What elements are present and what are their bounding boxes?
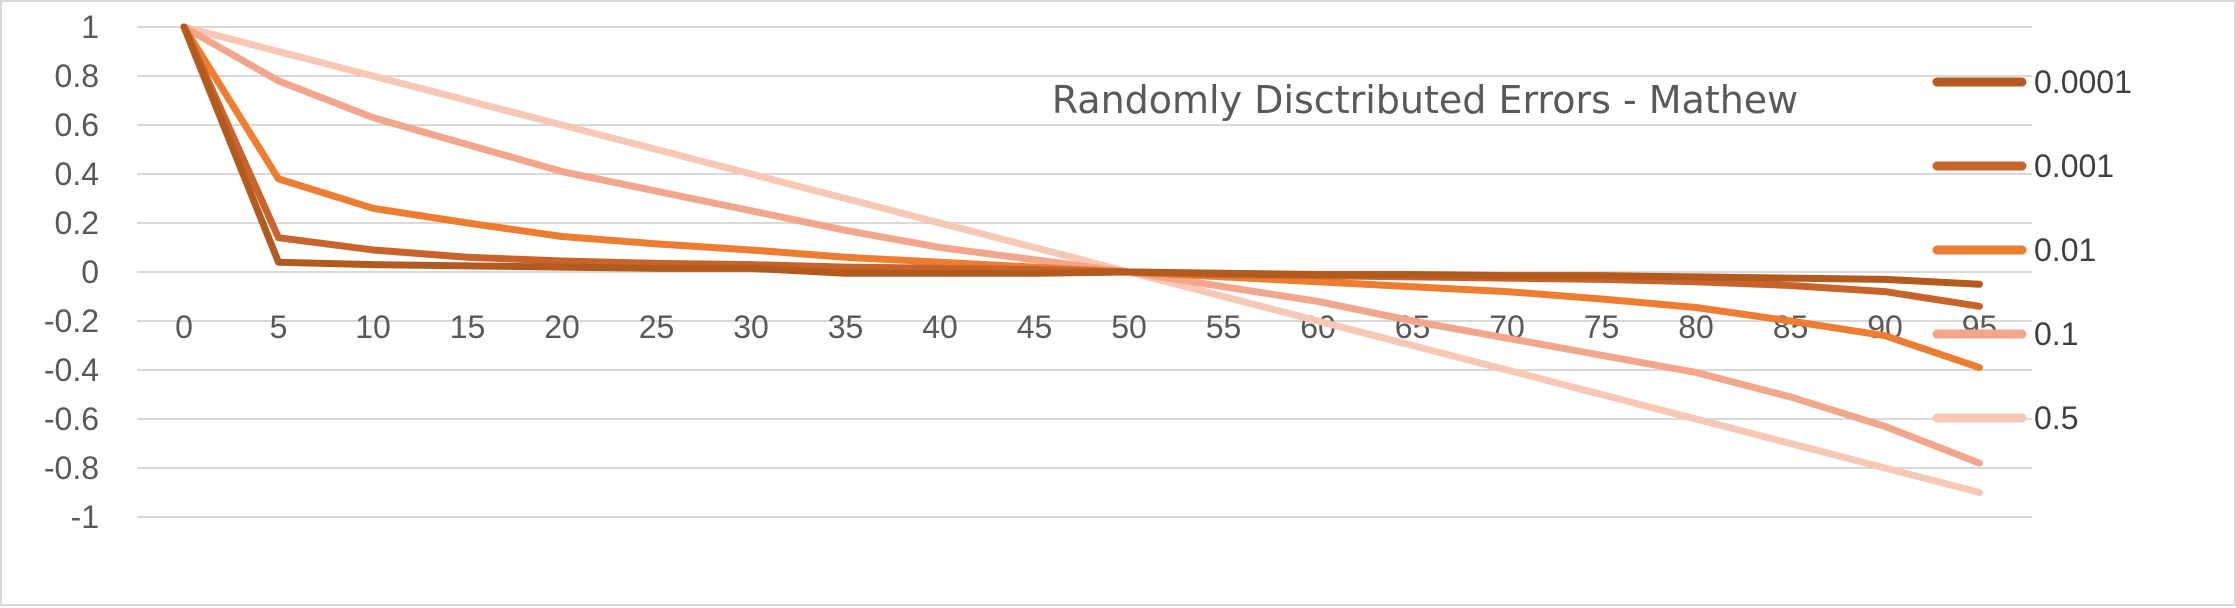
legend-label: 0.0001 <box>2034 64 2132 100</box>
y-tick-label: 0.2 <box>55 205 99 241</box>
y-tick-label: -0.4 <box>44 352 99 388</box>
x-tick-label: 30 <box>733 309 769 345</box>
x-tick-label: 35 <box>828 309 864 345</box>
x-tick-label: 75 <box>1584 309 1620 345</box>
chart-title: Randomly Disctributed Errors - Mathew <box>1052 78 1799 122</box>
legend-label: 0.01 <box>2034 232 2096 268</box>
legend: 0.0001 0.001 0.01 0.1 0.5 <box>1932 64 2132 436</box>
x-tick-label: 15 <box>450 309 486 345</box>
x-tick-label: 95 <box>1962 309 1998 345</box>
x-tick-label: 40 <box>922 309 958 345</box>
x-tick-label: 50 <box>1111 309 1147 345</box>
x-tick-label: 80 <box>1678 309 1714 345</box>
series-line-0.1 <box>180 23 1983 467</box>
series-line-0.0001 <box>180 23 1983 288</box>
x-tick-label: 45 <box>1017 309 1053 345</box>
y-tick-label: -0.2 <box>44 303 99 339</box>
y-tick-label: -0.6 <box>44 401 99 437</box>
series-lines <box>180 23 1983 496</box>
x-tick-label: 0 <box>175 309 193 345</box>
x-tick-label: 55 <box>1206 309 1242 345</box>
x-tick-label: 10 <box>355 309 391 345</box>
x-tick-label: 25 <box>639 309 675 345</box>
y-tick-label: 1 <box>81 9 99 45</box>
legend-label: 0.5 <box>2034 400 2078 436</box>
x-tick-label: 20 <box>544 309 580 345</box>
x-tick-label: 5 <box>270 309 288 345</box>
legend-label: 0.001 <box>2034 148 2114 184</box>
legend-label: 0.1 <box>2034 316 2078 352</box>
series-line-0.5 <box>180 23 1983 496</box>
x-tick-label: 85 <box>1773 309 1809 345</box>
y-tick-label: 0.4 <box>55 156 99 192</box>
y-tick-label: -0.8 <box>44 450 99 486</box>
y-tick-label: -1 <box>71 499 99 535</box>
y-axis-tick-labels: 1 0.8 0.6 0.4 0.2 0 -0.2 -0.4 -0.6 -0.8 -1 <box>44 9 99 535</box>
y-tick-label: 0.6 <box>55 107 99 143</box>
y-tick-label: 0 <box>81 254 99 290</box>
y-tick-label: 0.8 <box>55 58 99 94</box>
